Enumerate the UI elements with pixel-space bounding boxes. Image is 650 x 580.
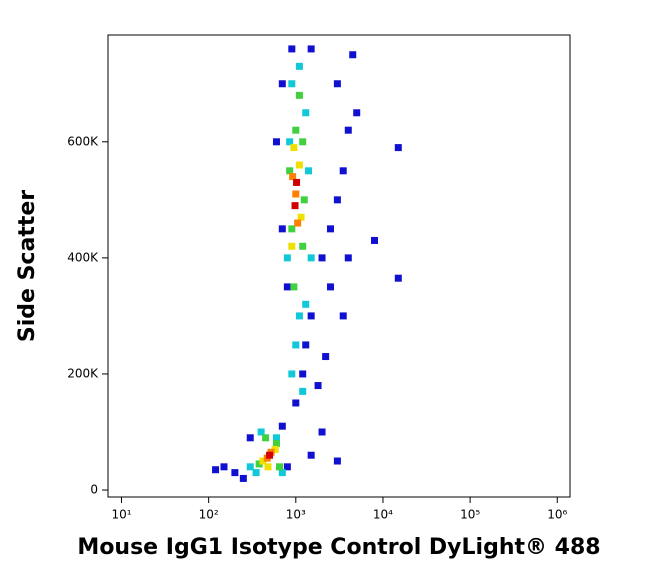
data-point <box>326 225 334 233</box>
y-tick-label: 200K <box>67 366 99 380</box>
y-tick-label: 600K <box>67 134 99 148</box>
x-axis-label: Mouse IgG1 Isotype Control DyLight® 488 <box>77 535 600 560</box>
data-point <box>318 254 326 262</box>
data-point <box>266 451 274 459</box>
data-point <box>272 138 280 146</box>
data-point <box>295 161 303 169</box>
data-point <box>318 428 326 436</box>
data-point <box>289 173 297 181</box>
data-point <box>300 196 308 204</box>
y-tick-label: 0 <box>90 483 98 497</box>
x-tick-label: 10⁶ <box>547 508 567 522</box>
data-point <box>291 202 299 210</box>
data-point <box>272 440 280 448</box>
data-point <box>290 283 298 291</box>
data-point <box>220 463 228 471</box>
data-point <box>302 300 310 308</box>
data-point <box>272 434 280 442</box>
data-point <box>278 80 286 88</box>
data-point <box>231 469 239 477</box>
x-tick-label: 10³ <box>286 508 306 522</box>
data-point <box>339 312 347 320</box>
data-point <box>286 167 294 175</box>
data-point <box>292 399 300 407</box>
x-tick-label: 10¹ <box>111 508 131 522</box>
data-point <box>286 138 294 146</box>
data-point <box>283 283 291 291</box>
data-point <box>333 80 341 88</box>
data-point <box>288 225 296 233</box>
data-point <box>349 51 357 59</box>
data-point <box>314 382 322 390</box>
data-point <box>299 370 307 378</box>
data-point <box>246 434 254 442</box>
data-point <box>292 341 300 349</box>
x-tick-label: 10² <box>199 508 219 522</box>
y-axis-label: Side Scatter <box>15 190 40 342</box>
data-point <box>262 434 270 442</box>
data-point <box>288 80 296 88</box>
data-point <box>278 422 286 430</box>
data-point <box>302 109 310 117</box>
data-point <box>278 469 286 477</box>
data-point <box>293 178 301 186</box>
data-point <box>394 274 402 282</box>
data-point <box>307 254 315 262</box>
data-point <box>288 242 296 250</box>
data-point <box>295 62 303 70</box>
data-point <box>344 254 352 262</box>
data-point <box>299 242 307 250</box>
y-tick-label: 400K <box>67 250 99 264</box>
data-point <box>271 445 279 453</box>
data-point <box>283 463 291 471</box>
data-point <box>290 144 298 152</box>
data-point <box>276 463 284 471</box>
data-point <box>288 45 296 53</box>
data-point <box>297 213 305 221</box>
data-point <box>307 45 315 53</box>
data-point <box>295 312 303 320</box>
data-point <box>283 254 291 262</box>
data-point <box>295 91 303 99</box>
data-point <box>292 190 300 198</box>
data-point <box>353 109 361 117</box>
data-point <box>344 126 352 134</box>
data-point <box>326 283 334 291</box>
data-point <box>288 370 296 378</box>
data-point <box>252 469 260 477</box>
data-point <box>307 312 315 320</box>
data-point <box>299 138 307 146</box>
data-point <box>239 474 247 482</box>
data-point <box>333 457 341 465</box>
x-tick-label: 10⁴ <box>373 508 393 522</box>
data-point <box>257 428 265 436</box>
data-point <box>305 167 313 175</box>
data-point <box>212 466 220 474</box>
data-point <box>302 341 310 349</box>
data-point <box>294 219 302 227</box>
data-point <box>259 457 267 465</box>
data-point <box>339 167 347 175</box>
data-point <box>394 144 402 152</box>
data-point <box>371 236 379 244</box>
x-tick-label: 10⁵ <box>460 508 480 522</box>
data-point <box>322 353 330 361</box>
data-point <box>307 451 315 459</box>
data-point <box>255 460 263 468</box>
data-point <box>299 387 307 395</box>
data-point <box>264 463 272 471</box>
data-point <box>278 225 286 233</box>
data-point <box>246 463 254 471</box>
data-point <box>292 126 300 134</box>
data-point <box>333 196 341 204</box>
plot-frame <box>107 34 571 498</box>
